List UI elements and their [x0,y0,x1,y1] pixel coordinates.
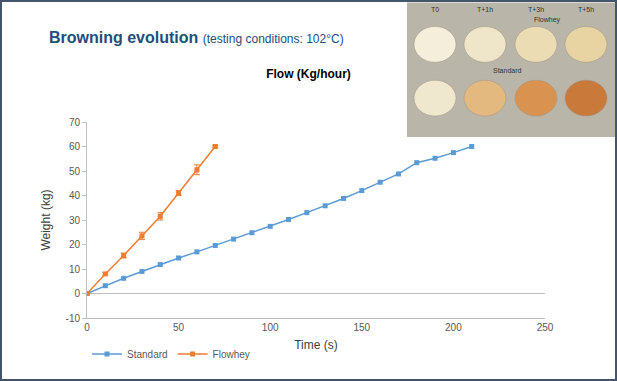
svg-text:Flowhey: Flowhey [534,16,561,24]
svg-text:Flowhey: Flowhey [213,349,250,360]
svg-text:T+1h: T+1h [477,6,493,13]
svg-text:Browning evolution (testing co: Browning evolution (testing conditions: … [49,29,344,46]
svg-text:Standard: Standard [493,67,522,74]
svg-text:50: 50 [173,322,185,333]
svg-text:Weight (kg): Weight (kg) [39,189,53,250]
svg-text:30: 30 [69,215,81,226]
svg-text:10: 10 [69,264,81,275]
svg-text:70: 70 [69,117,81,128]
svg-text:150: 150 [353,322,370,333]
svg-text:100: 100 [262,322,279,333]
svg-text:40: 40 [69,190,81,201]
svg-text:200: 200 [445,322,462,333]
svg-text:T+5h: T+5h [578,6,594,13]
svg-text:60: 60 [69,141,81,152]
svg-text:T+3h: T+3h [528,6,544,13]
svg-text:T0: T0 [431,6,439,13]
svg-text:Standard: Standard [127,349,168,360]
svg-text:0: 0 [74,288,80,299]
svg-text:50: 50 [69,166,81,177]
svg-text:Time (s): Time (s) [294,338,338,352]
svg-text:20: 20 [69,239,81,250]
svg-text:Flow (Kg/hour): Flow (Kg/hour) [266,67,351,81]
svg-text:250: 250 [537,322,554,333]
svg-text:0: 0 [84,322,90,333]
svg-text:-10: -10 [66,313,81,324]
